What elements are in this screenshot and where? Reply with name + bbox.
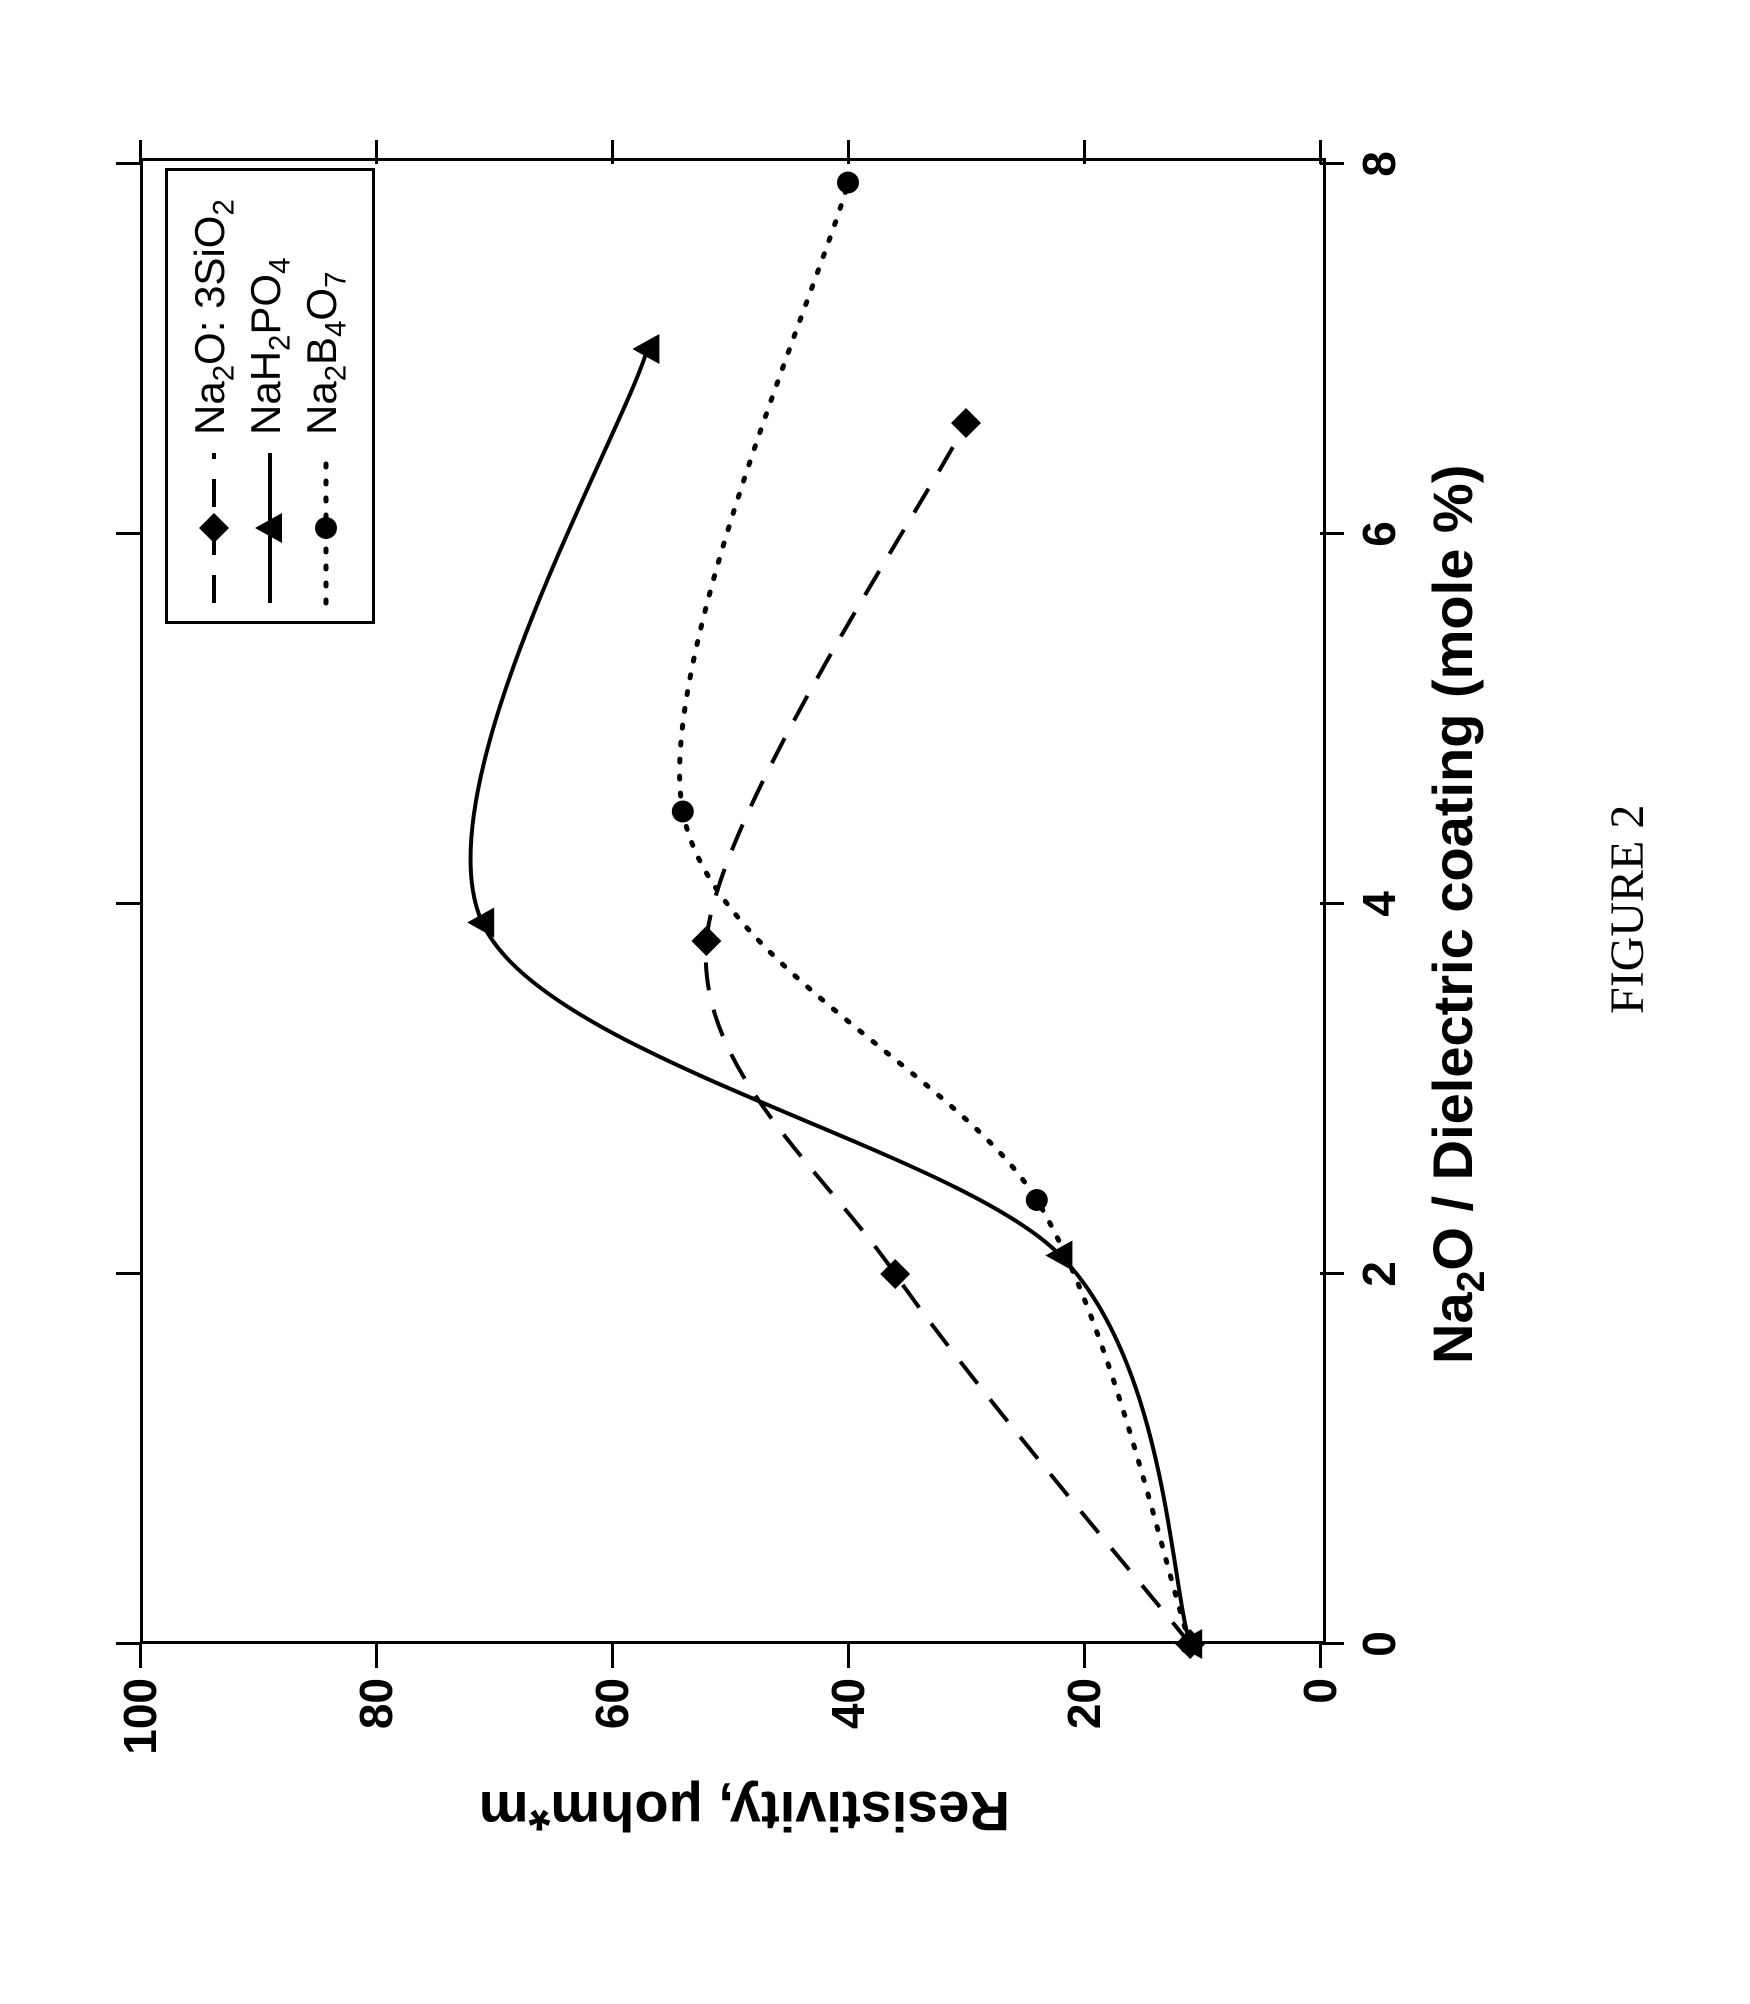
legend-row-borate: Na2B4O7 (298, 199, 354, 603)
y-tick (375, 1644, 378, 1668)
series-line-borate (680, 183, 1191, 1645)
data-marker (1026, 1189, 1048, 1211)
legend-label: Na2O: 3SiO2 (186, 199, 241, 435)
y-tick-right (1083, 140, 1086, 164)
x-tick-label: 2 (1352, 1261, 1406, 1287)
data-marker (1179, 1633, 1201, 1655)
data-marker (315, 517, 337, 539)
y-tick-label: 100 (113, 1678, 167, 1764)
data-marker (880, 1259, 910, 1289)
y-tick-right (611, 140, 614, 164)
y-tick-right (1319, 140, 1322, 164)
x-tick (1320, 1272, 1344, 1275)
y-tick (139, 1644, 142, 1668)
y-tick (847, 1644, 850, 1668)
data-marker (672, 801, 694, 823)
x-tick-label: 6 (1352, 521, 1406, 547)
x-tick-top (116, 1272, 140, 1275)
x-tick (1320, 532, 1344, 535)
x-tick (1320, 162, 1344, 165)
y-tick-right (375, 140, 378, 164)
y-tick-right (139, 140, 142, 164)
x-tick-top (116, 162, 140, 165)
x-tick (1320, 1642, 1344, 1645)
x-tick-top (116, 1642, 140, 1645)
page-rotated: 02468020406080100 Na2O / Dielectric coat… (0, 254, 1750, 2004)
chart-canvas: 02468020406080100 Na2O / Dielectric coat… (0, 0, 1750, 2004)
data-marker (691, 926, 721, 956)
data-marker (837, 172, 859, 194)
legend: Na2O: 3SiO2NaH2PO4Na2B4O7 (165, 168, 375, 624)
x-tick-top (116, 902, 140, 905)
legend-swatch (194, 453, 234, 603)
series-line-phosphate (470, 349, 1190, 1644)
x-tick-top (116, 532, 140, 535)
x-axis-title: Na2O / Dielectric coating (mole %) (1420, 465, 1494, 1364)
data-marker (467, 908, 494, 938)
legend-swatch (306, 453, 346, 603)
y-tick-label: 20 (1057, 1678, 1111, 1764)
legend-label: NaH2PO4 (242, 258, 297, 435)
legend-swatch (250, 453, 290, 603)
x-tick-label: 8 (1352, 151, 1406, 177)
y-tick (1083, 1644, 1086, 1668)
figure-caption: FIGURE 2 (1600, 805, 1655, 1014)
series-line-sio2 (706, 423, 1190, 1644)
legend-row-sio2: Na2O: 3SiO2 (186, 199, 242, 603)
data-marker (199, 513, 229, 543)
y-tick (611, 1644, 614, 1668)
x-tick-label: 4 (1352, 891, 1406, 917)
y-tick (1319, 1644, 1322, 1668)
legend-row-phosphate: NaH2PO4 (242, 199, 298, 603)
legend-label: Na2B4O7 (298, 272, 353, 435)
x-tick (1320, 902, 1344, 905)
y-tick-label: 40 (821, 1678, 875, 1764)
y-tick-label: 80 (349, 1678, 403, 1764)
data-marker (951, 408, 981, 438)
y-tick-label: 0 (1293, 1678, 1347, 1764)
y-axis-title: Resistivity, μohm*m (479, 1779, 1010, 1844)
x-tick-label: 0 (1352, 1631, 1406, 1657)
y-tick-label: 60 (585, 1678, 639, 1764)
y-tick-right (847, 140, 850, 164)
